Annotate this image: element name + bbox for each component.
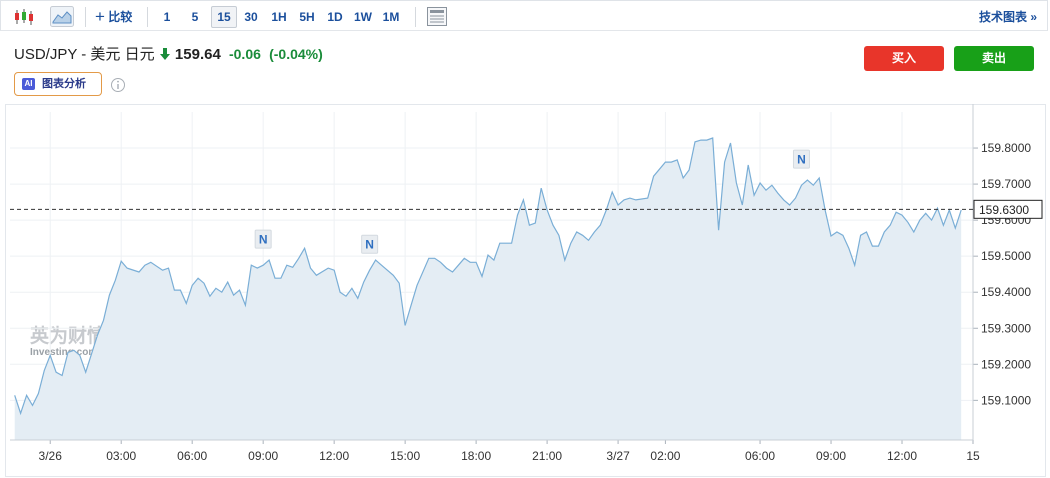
y-tick-label: 159.4000 — [981, 285, 1031, 299]
y-tick-label: 159.5000 — [981, 249, 1031, 263]
x-tick-label: 12:00 — [319, 449, 349, 463]
buy-button[interactable]: 买入 — [864, 46, 944, 71]
x-tick-label: 09:00 — [248, 449, 278, 463]
last-price-label: 159.6300 — [979, 203, 1029, 217]
price: 159.64 — [174, 46, 221, 63]
news-marker-label: N — [259, 233, 268, 247]
candlestick-icon[interactable] — [13, 7, 35, 27]
news-marker-box — [792, 149, 810, 169]
symbol: USD/JPY - 美元 日元 — [14, 46, 155, 63]
interval-button[interactable]: 1W — [354, 10, 372, 24]
price-change-percent: (-0.04%) — [269, 46, 323, 62]
interval-button[interactable]: 5H — [299, 10, 315, 24]
interval-button[interactable]: 1 — [163, 10, 171, 24]
y-tick-label: 159.7000 — [981, 177, 1031, 191]
toolbar: + 比较 1 5 15 30 1H 5H 1D 1W 1M 技术图表 » — [0, 0, 1048, 31]
news-marker[interactable]: N — [254, 229, 272, 249]
interval-button[interactable]: 5 — [191, 10, 199, 24]
chart-frame — [5, 104, 1046, 477]
x-tick-label: 09:00 — [816, 449, 846, 463]
x-tick-label: 02:00 — [650, 449, 680, 463]
interval-button[interactable]: 1D — [327, 10, 343, 24]
interval-button[interactable]: 30 — [244, 10, 258, 24]
price-change: -0.06 — [228, 46, 261, 62]
x-tick-label: 18:00 — [461, 449, 491, 463]
quote-header: USD/JPY - 美元 日元 159.64 -0.06 (-0.04%) — [14, 44, 323, 65]
table-icon[interactable] — [426, 6, 448, 27]
separator — [147, 7, 148, 27]
watermark-brand: 英为财情 — [30, 324, 106, 347]
news-marker-label: N — [797, 153, 806, 167]
news-marker[interactable]: N — [792, 149, 810, 169]
area-chart-icon[interactable] — [50, 6, 74, 27]
x-tick-label: 3/27 — [606, 449, 630, 463]
interval-button[interactable]: 15 — [211, 6, 237, 28]
interval-button[interactable]: 1H — [271, 10, 287, 24]
separator — [415, 7, 416, 27]
news-marker-box — [361, 234, 379, 254]
interval-button[interactable]: 1M — [382, 10, 400, 24]
plus-icon: + — [95, 7, 105, 26]
info-icon[interactable] — [110, 77, 126, 93]
news-marker[interactable]: N — [361, 234, 379, 254]
ai-badge: AI — [22, 78, 35, 90]
x-tick-label: 06:00 — [177, 449, 207, 463]
news-marker-label: N — [365, 238, 374, 252]
compare-button[interactable]: + 比较 — [95, 7, 132, 27]
down-arrow-icon — [159, 48, 170, 60]
x-tick-label: 12:00 — [887, 449, 917, 463]
technical-chart-link[interactable]: 技术图表 » — [978, 10, 1037, 24]
compare-label: 比较 — [108, 10, 133, 24]
news-marker-box — [254, 229, 272, 249]
x-tick-label: 15:00 — [390, 449, 420, 463]
ai-label: 图表分析 — [42, 78, 86, 90]
x-tick-label: 21:00 — [532, 449, 562, 463]
last-price-box — [973, 199, 1043, 219]
price-line — [14, 137, 962, 416]
y-tick-label: 159.3000 — [981, 321, 1031, 335]
x-tick-label: 03:00 — [106, 449, 136, 463]
watermark-site: Investing.com — [30, 347, 97, 358]
area-fill — [14, 138, 962, 440]
y-tick-label: 159.1000 — [981, 393, 1031, 407]
y-tick-label: 159.8000 — [981, 141, 1031, 155]
x-tick-label: 15 — [966, 449, 980, 463]
separator — [85, 7, 86, 27]
ai-analysis-button[interactable]: AI 图表分析 — [14, 72, 102, 96]
x-tick-label: 06:00 — [745, 449, 775, 463]
x-tick-label: 3/26 — [39, 449, 63, 463]
y-tick-label: 159.2000 — [981, 357, 1031, 371]
sell-button[interactable]: 卖出 — [954, 46, 1034, 71]
